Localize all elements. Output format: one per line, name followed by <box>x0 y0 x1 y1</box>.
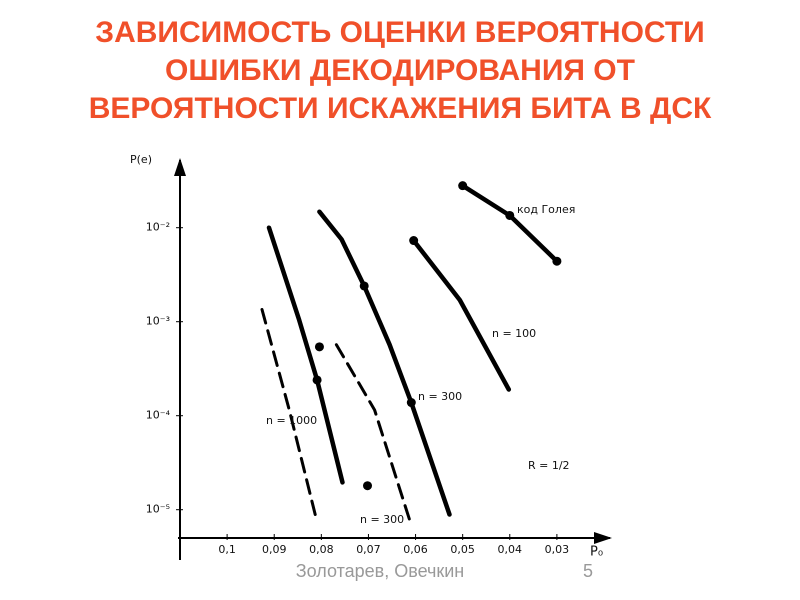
chart-background <box>120 140 620 562</box>
x-tick-label: 0,06 <box>403 543 428 556</box>
x-tick-label: 0,08 <box>309 543 334 556</box>
y-tick-label: 10⁻⁴ <box>146 409 171 422</box>
x-arrow <box>594 532 612 544</box>
curve <box>411 238 512 392</box>
x-tick-label: 0,04 <box>498 543 523 556</box>
x-tick-label: 0,1 <box>218 543 236 556</box>
title-line: ЗАВИСИМОСТЬ ОЦЕНКИ ВЕРОЯТНОСТИ <box>95 16 705 49</box>
x-axis-label: P₀ <box>590 545 603 560</box>
curve-label: n = 1000 <box>266 414 317 427</box>
x-tick-label: 0,05 <box>450 543 475 556</box>
curve-label: n = 300 <box>418 390 462 403</box>
point <box>409 236 419 246</box>
point <box>505 210 515 220</box>
y-tick-label: 10⁻³ <box>146 315 170 328</box>
curve <box>334 343 411 521</box>
title-line: ОШИБКИ ДЕКОДИРОВАНИЯ ОТ <box>165 54 635 87</box>
y-tick-label: 10⁻⁵ <box>146 503 170 516</box>
point <box>406 398 416 408</box>
y-arrow <box>174 158 186 176</box>
x-tick-label: 0,03 <box>545 543 570 556</box>
curve-label: код Голея <box>517 203 575 216</box>
y-tick-label: 10⁻² <box>146 221 170 234</box>
point <box>363 481 373 491</box>
annotation: R = 1/2 <box>528 459 570 472</box>
point <box>359 281 369 291</box>
title-line: ВЕРОЯТНОСТИ ИСКАЖЕНИЯ БИТА В ДСК <box>88 92 712 125</box>
curve-label: n = 300 <box>360 513 404 526</box>
curve <box>317 209 452 517</box>
x-tick-label: 0,09 <box>262 543 287 556</box>
y-axis-label: P(e) <box>130 153 152 166</box>
point <box>314 342 324 352</box>
point <box>552 256 562 266</box>
curve <box>260 308 317 516</box>
footer-author: Золотарев, Овечкин <box>296 561 464 581</box>
footer-page: 5 <box>583 561 593 581</box>
point <box>458 181 468 191</box>
x-tick-label: 0,07 <box>356 543 381 556</box>
title: ЗАВИСИМОСТЬ ОЦЕНКИ ВЕРОЯТНОСТИ ОШИБКИ ДЕ… <box>0 14 800 128</box>
curve-label: n = 100 <box>492 327 536 340</box>
point <box>312 375 322 385</box>
curve <box>266 225 345 485</box>
